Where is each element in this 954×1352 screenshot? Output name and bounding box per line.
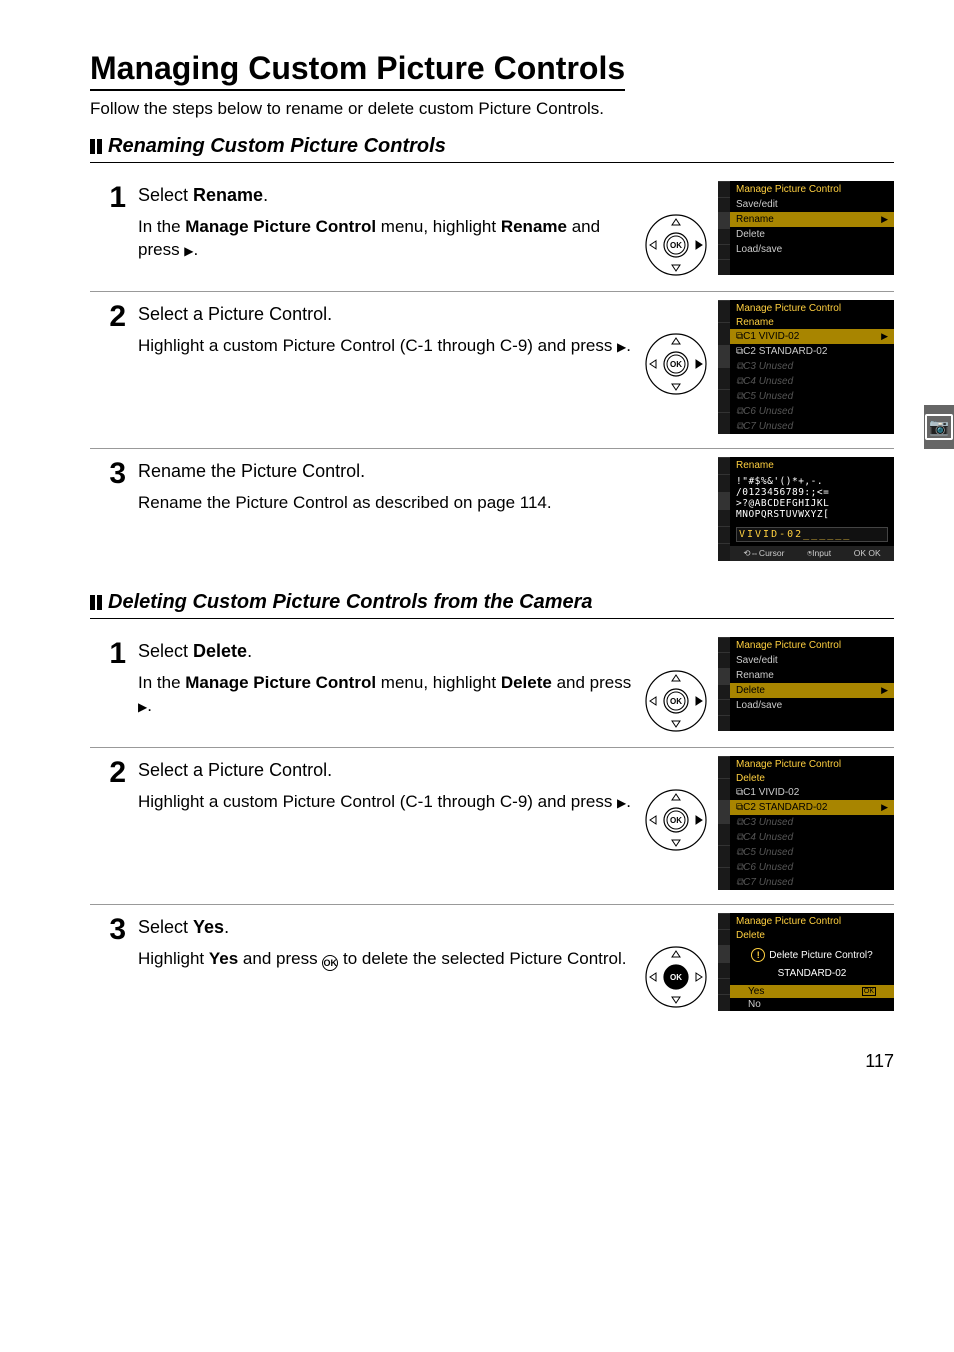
lcd-item: ⧉C3 Unused bbox=[730, 815, 894, 830]
lcd-subtitle: Delete bbox=[730, 772, 894, 785]
step-heading: Select Yes. bbox=[138, 917, 632, 938]
lcd-item: Load/save bbox=[730, 242, 894, 257]
multi-selector-icon: OK bbox=[644, 945, 708, 1009]
step-body: Highlight Yes and press OK to delete the… bbox=[138, 948, 632, 971]
lcd-option: YesOK bbox=[730, 985, 894, 998]
step-row: 3 Rename the Picture Control. Rename the… bbox=[90, 449, 894, 575]
step-number: 3 bbox=[90, 913, 126, 945]
lcd-item: ⧉C5 Unused bbox=[730, 389, 894, 404]
multi-selector-icon: OK bbox=[644, 788, 708, 852]
multi-selector-icon: OK bbox=[644, 213, 708, 277]
section-heading: Deleting Custom Picture Controls from th… bbox=[90, 591, 894, 619]
heading-bars-icon bbox=[90, 139, 102, 154]
lcd-title: Rename bbox=[730, 457, 894, 473]
lcd-title: Manage Picture Control bbox=[730, 637, 894, 653]
step-graphics: OK Manage Picture Control Save/editRenam… bbox=[644, 637, 894, 733]
camera-lcd: Rename !"#$%&'()*+,-./0123456789:;<=>?@A… bbox=[718, 457, 894, 561]
step-number: 1 bbox=[90, 181, 126, 213]
lcd-title: Manage Picture Control bbox=[730, 913, 894, 929]
svg-text:OK: OK bbox=[670, 697, 682, 706]
step-row: 1 Select Rename. In the Manage Picture C… bbox=[90, 173, 894, 292]
lcd-keyboard: !"#$%&'()*+,-./0123456789:;<=>?@ABCDEFGH… bbox=[730, 473, 894, 525]
step-graphics: OK Manage Picture Control Delete !Delete… bbox=[644, 913, 894, 1011]
step-number: 2 bbox=[90, 300, 126, 332]
lcd-footer: ⟲⇔Cursor⍟InputOK OK bbox=[730, 546, 894, 561]
lcd-title: Manage Picture Control bbox=[730, 756, 894, 772]
multi-selector-icon: OK bbox=[644, 669, 708, 733]
camera-lcd: Manage Picture Control Delete⧉C1 VIVID-0… bbox=[718, 756, 894, 890]
camera-lcd: Manage Picture Control Save/editRenameDe… bbox=[718, 637, 894, 731]
lcd-item: Save/edit bbox=[730, 197, 894, 212]
step-graphics: Rename !"#$%&'()*+,-./0123456789:;<=>?@A… bbox=[718, 457, 894, 561]
section-title: Renaming Custom Picture Controls bbox=[108, 135, 446, 158]
lcd-item: ⧉C5 Unused bbox=[730, 845, 894, 860]
lcd-item: ⧉C3 Unused bbox=[730, 359, 894, 374]
step-graphics: OK Manage Picture Control Delete⧉C1 VIVI… bbox=[644, 756, 894, 890]
lcd-title: Manage Picture Control bbox=[730, 181, 894, 197]
lcd-dialog: !Delete Picture Control? STANDARD-02 bbox=[730, 942, 894, 985]
camera-lcd: Manage Picture Control Save/editRename▶D… bbox=[718, 181, 894, 275]
svg-text:OK: OK bbox=[670, 360, 682, 369]
lcd-edit-field: VIVID-02______ bbox=[736, 527, 888, 542]
lcd-option: No bbox=[730, 998, 894, 1011]
step-body: In the Manage Picture Control menu, high… bbox=[138, 216, 632, 262]
step-number: 1 bbox=[90, 637, 126, 669]
lcd-item: Rename▶ bbox=[730, 212, 894, 227]
svg-text:OK: OK bbox=[670, 816, 682, 825]
camera-lcd: Manage Picture Control Delete !Delete Pi… bbox=[718, 913, 894, 1011]
lcd-item: ⧉C6 Unused bbox=[730, 860, 894, 875]
lcd-item: ⧉C7 Unused bbox=[730, 419, 894, 434]
lcd-item: Delete▶ bbox=[730, 683, 894, 698]
svg-text:OK: OK bbox=[670, 973, 682, 982]
lcd-item: Rename bbox=[730, 668, 894, 683]
camera-icon: 📷 bbox=[925, 414, 953, 440]
step-body: In the Manage Picture Control menu, high… bbox=[138, 672, 632, 718]
lcd-item: ⧉C4 Unused bbox=[730, 374, 894, 389]
step-heading: Select Rename. bbox=[138, 185, 632, 206]
lcd-item: ⧉C4 Unused bbox=[730, 830, 894, 845]
step-graphics: OK Manage Picture Control Save/editRenam… bbox=[644, 181, 894, 277]
step-row: 2 Select a Picture Control. Highlight a … bbox=[90, 748, 894, 905]
step-heading: Select a Picture Control. bbox=[138, 304, 632, 325]
section-heading: Renaming Custom Picture Controls bbox=[90, 135, 894, 163]
step-heading: Select Delete. bbox=[138, 641, 632, 662]
lcd-item: Delete bbox=[730, 227, 894, 242]
svg-text:OK: OK bbox=[670, 241, 682, 250]
step-row: 1 Select Delete. In the Manage Picture C… bbox=[90, 629, 894, 748]
lcd-item: Save/edit bbox=[730, 653, 894, 668]
step-row: 3 Select Yes. Highlight Yes and press OK… bbox=[90, 905, 894, 1025]
step-graphics: OK Manage Picture Control Rename⧉C1 VIVI… bbox=[644, 300, 894, 434]
lcd-item: ⧉C2 STANDARD-02 bbox=[730, 344, 894, 359]
page-number: 117 bbox=[90, 1051, 894, 1072]
lcd-item: ⧉C1 VIVID-02 bbox=[730, 785, 894, 800]
page-title: Managing Custom Picture Controls bbox=[90, 50, 625, 91]
side-tab: 📷 bbox=[924, 405, 954, 449]
page-intro: Follow the steps below to rename or dele… bbox=[90, 99, 894, 119]
lcd-item: ⧉C7 Unused bbox=[730, 875, 894, 890]
multi-selector-icon: OK bbox=[644, 332, 708, 396]
lcd-item: Load/save bbox=[730, 698, 894, 713]
step-body: Rename the Picture Control as described … bbox=[138, 492, 706, 515]
lcd-subtitle: Rename bbox=[730, 316, 894, 329]
step-number: 3 bbox=[90, 457, 126, 489]
step-number: 2 bbox=[90, 756, 126, 788]
step-body: Highlight a custom Picture Control (C-1 … bbox=[138, 791, 632, 814]
step-heading: Select a Picture Control. bbox=[138, 760, 632, 781]
step-body: Highlight a custom Picture Control (C-1 … bbox=[138, 335, 632, 358]
lcd-item: ⧉C1 VIVID-02▶ bbox=[730, 329, 894, 344]
step-heading: Rename the Picture Control. bbox=[138, 461, 706, 482]
lcd-item: ⧉C6 Unused bbox=[730, 404, 894, 419]
lcd-title: Manage Picture Control bbox=[730, 300, 894, 316]
step-row: 2 Select a Picture Control. Highlight a … bbox=[90, 292, 894, 449]
heading-bars-icon bbox=[90, 595, 102, 610]
section-title: Deleting Custom Picture Controls from th… bbox=[108, 591, 593, 614]
camera-lcd: Manage Picture Control Rename⧉C1 VIVID-0… bbox=[718, 300, 894, 434]
lcd-item: ⧉C2 STANDARD-02▶ bbox=[730, 800, 894, 815]
lcd-subtitle: Delete bbox=[730, 929, 894, 942]
